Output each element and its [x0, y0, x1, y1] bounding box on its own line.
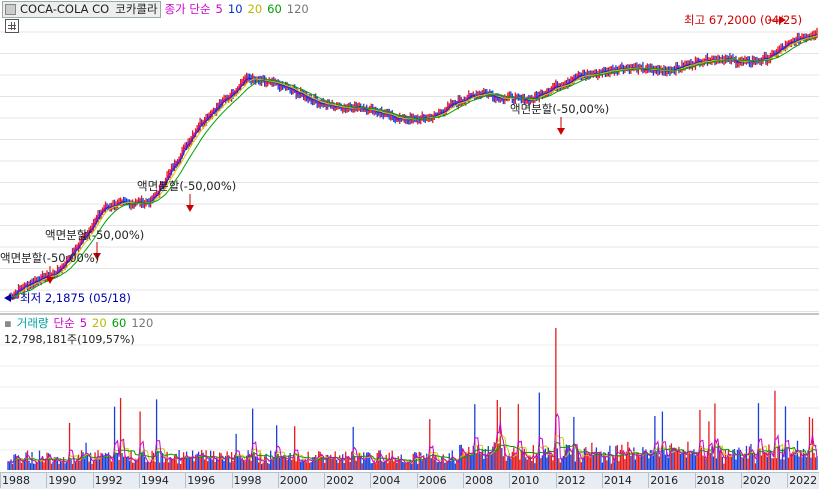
- ma-line: [7, 34, 818, 299]
- vol-ma-60-label: 60: [111, 316, 127, 330]
- axis-separator: [92, 473, 94, 488]
- ma-10-label: 10: [227, 2, 243, 16]
- low-annotation: 최저 2,1875 (05/18): [20, 291, 131, 305]
- split-arrow-head: [557, 128, 565, 135]
- axis-separator: [740, 473, 742, 488]
- volume-gridlines: [0, 344, 819, 451]
- axis-separator: [0, 473, 1, 488]
- stock-color-icon: [5, 3, 16, 15]
- vol-ma-5-label: 5: [79, 316, 88, 330]
- ma-line: [7, 36, 818, 299]
- axis-tick-label: 2000: [279, 474, 308, 487]
- axis-separator: [694, 473, 696, 488]
- axis-separator: [601, 473, 603, 488]
- axis-tick-label: 2010: [511, 474, 540, 487]
- axis-tick-label: 2002: [326, 474, 355, 487]
- axis-separator: [324, 473, 326, 488]
- chart-header: COCA-COLA CO 코카콜라 종가 단순 5 10 20 60 120: [0, 0, 819, 18]
- split-arrow-head: [186, 205, 194, 212]
- axis-tick-label: 2014: [603, 474, 632, 487]
- axis-tick-label: 2008: [465, 474, 493, 487]
- axis-tick-label: 2012: [557, 474, 586, 487]
- axis-tick-label: 2016: [650, 474, 679, 487]
- ma-line: [7, 33, 818, 299]
- price-gridlines: [0, 31, 819, 312]
- axis-separator: [416, 473, 418, 488]
- axis-separator: [370, 473, 372, 488]
- volume-ma-lines: [8, 412, 818, 465]
- split-annotation: 액면분할(-50,00%): [0, 251, 99, 265]
- volume-label: 거래량: [16, 316, 49, 330]
- axis-tick-label: 1992: [94, 474, 123, 487]
- high-annotation: 최고 67,2000 (04/25): [684, 13, 802, 27]
- axis-tick-label: 1996: [187, 474, 216, 487]
- grid-toggle-icon[interactable]: [5, 19, 19, 33]
- axis-separator: [277, 473, 279, 488]
- time-axis[interactable]: 1988 1990 1992 1994 1996 1998 2000 2002 2004 2006…: [0, 472, 819, 489]
- vol-ma-120-label: 120: [131, 316, 154, 330]
- axis-tick-label: 1994: [140, 474, 169, 487]
- axis-tick-label: 2020: [742, 474, 771, 487]
- axis-separator: [46, 473, 48, 488]
- stock-name: 코카콜라: [115, 2, 158, 16]
- ma-60-label: 60: [267, 2, 282, 16]
- axis-separator: [463, 473, 464, 488]
- axis-tick-label: 1998: [233, 474, 262, 487]
- split-arrow-head: [46, 277, 54, 284]
- ma-120-label: 120: [286, 2, 309, 16]
- split-annotation: 액면분할(-50,00%): [137, 179, 236, 193]
- axis-tick-label: 2022: [789, 474, 818, 487]
- volume-header[interactable]: ▪ 거래량 단순 5 20 60 120: [0, 316, 158, 330]
- axis-separator: [231, 473, 233, 488]
- price-ma-lines: [7, 33, 818, 299]
- axis-tick-label: 2006: [418, 474, 447, 487]
- ma-5-label: 5: [215, 2, 223, 16]
- low-arrow-head: [4, 294, 11, 302]
- split-markers: [4, 16, 786, 302]
- volume-bars: [7, 328, 818, 470]
- split-annotation: 액면분할(-50,00%): [45, 228, 144, 242]
- volume-ma-line: [8, 412, 818, 465]
- axis-separator: [648, 473, 650, 488]
- axis-tick-label: 2018: [696, 474, 725, 487]
- volume-indicator-label: 단순: [53, 316, 75, 330]
- axis-separator: [509, 473, 511, 488]
- price-ma-legend[interactable]: 종가 단순 5 10 20 60 120: [165, 1, 314, 17]
- split-annotation: 액면분할(-50,00%): [510, 102, 609, 116]
- axis-separator: [787, 473, 789, 488]
- indicator-label: 종가 단순: [164, 2, 211, 16]
- axis-tick-label: 1988: [2, 474, 30, 487]
- vol-ma-20-label: 20: [92, 316, 107, 330]
- high-arrow-head: [779, 16, 786, 24]
- ticker-label: COCA-COLA CO: [20, 2, 110, 16]
- axis-separator: [555, 473, 557, 488]
- stock-selector[interactable]: COCA-COLA CO 코카콜라: [2, 0, 161, 18]
- volume-bullet-icon: ▪: [4, 316, 12, 330]
- axis-separator: [185, 473, 187, 488]
- split-arrow-head: [93, 253, 101, 260]
- axis-separator: [138, 473, 140, 488]
- volume-value: 12,798,181주(109,57%): [4, 333, 135, 346]
- ma-20-label: 20: [247, 2, 263, 16]
- axis-tick-label: 1990: [48, 474, 77, 487]
- axis-tick-label: 2004: [372, 474, 401, 487]
- price-bars: [8, 27, 818, 301]
